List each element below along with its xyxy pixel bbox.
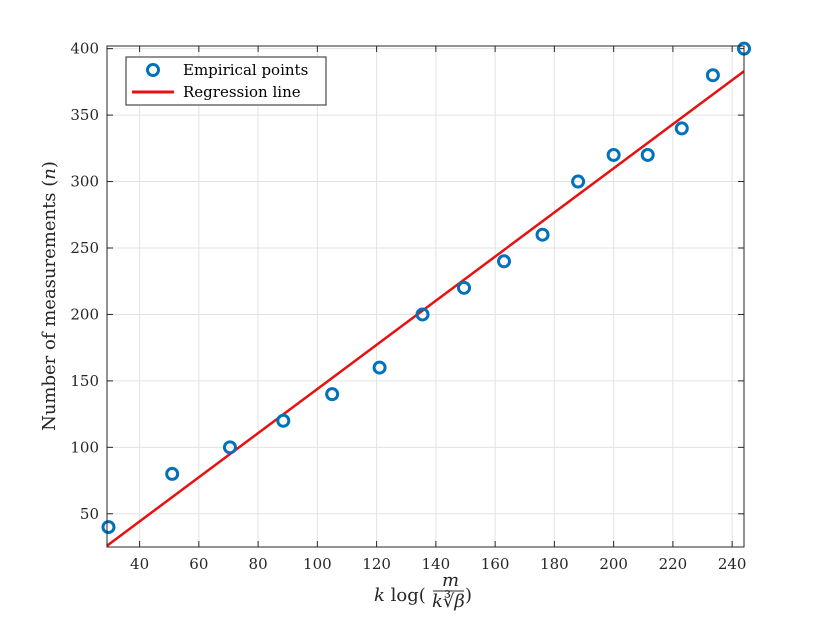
empirical-point xyxy=(415,307,430,322)
x-tick-label: 160 xyxy=(481,555,510,573)
svg-text:m: m xyxy=(442,570,459,591)
legend-box xyxy=(125,56,327,106)
empirical-point xyxy=(640,147,655,162)
legend-label-empirical: Empirical points xyxy=(183,61,308,79)
empirical-point xyxy=(535,227,550,242)
y-tick-label: 50 xyxy=(80,505,99,523)
svg-text:k∛β: k∛β xyxy=(432,590,465,612)
plot-background xyxy=(107,46,744,547)
x-tick-label: 200 xyxy=(599,555,628,573)
x-tick-label: 180 xyxy=(540,555,569,573)
empirical-point xyxy=(606,147,621,162)
legend: Empirical points Regression line xyxy=(125,56,327,106)
y-tick-label: 250 xyxy=(70,239,99,257)
grid-lines xyxy=(107,46,744,547)
x-tick-label: 220 xyxy=(659,555,688,573)
empirical-point xyxy=(457,280,472,295)
empirical-point xyxy=(372,360,387,375)
x-tick-label: 60 xyxy=(189,555,208,573)
x-tick-label: 40 xyxy=(130,555,149,573)
y-tick-label: 350 xyxy=(70,106,99,124)
empirical-point xyxy=(674,121,689,136)
x-tick-label: 100 xyxy=(303,555,332,573)
empirical-point xyxy=(276,413,291,428)
y-tick-labels: 50 100 150 200 250 300 350 400 xyxy=(70,40,99,523)
legend-label-regression: Regression line xyxy=(183,83,301,101)
empirical-point xyxy=(571,174,586,189)
plot-frame xyxy=(106,45,745,548)
x-tick-labels: 40 60 80 100 120 140 160 180 200 220 240 xyxy=(130,555,746,573)
empirical-point xyxy=(705,68,720,83)
empirical-point xyxy=(222,440,237,455)
x-tick-label: 140 xyxy=(422,555,451,573)
x-tick-label: 240 xyxy=(718,555,747,573)
plot-area xyxy=(101,41,751,547)
svg-text:): ) xyxy=(465,585,472,606)
legend-marker-empirical xyxy=(146,63,160,77)
x-axis-label: k log( m k∛β ) xyxy=(374,570,472,612)
empirical-point xyxy=(497,254,512,269)
empirical-point xyxy=(165,466,180,481)
y-tick-label: 150 xyxy=(70,372,99,390)
y-tick-label: 400 xyxy=(70,40,99,58)
y-axis-label: Number of measurements (n) xyxy=(39,161,60,431)
x-tick-label: 80 xyxy=(249,555,268,573)
x-tick-label: 120 xyxy=(362,555,391,573)
scatter-layer xyxy=(101,41,751,535)
y-tick-label: 300 xyxy=(70,173,99,191)
svg-text:k log(: k log( xyxy=(374,585,426,606)
empirical-point xyxy=(325,387,340,402)
y-tick-label: 100 xyxy=(70,438,99,456)
axis-ticks xyxy=(107,46,744,547)
empirical-point xyxy=(101,520,116,535)
y-tick-label: 200 xyxy=(70,305,99,323)
